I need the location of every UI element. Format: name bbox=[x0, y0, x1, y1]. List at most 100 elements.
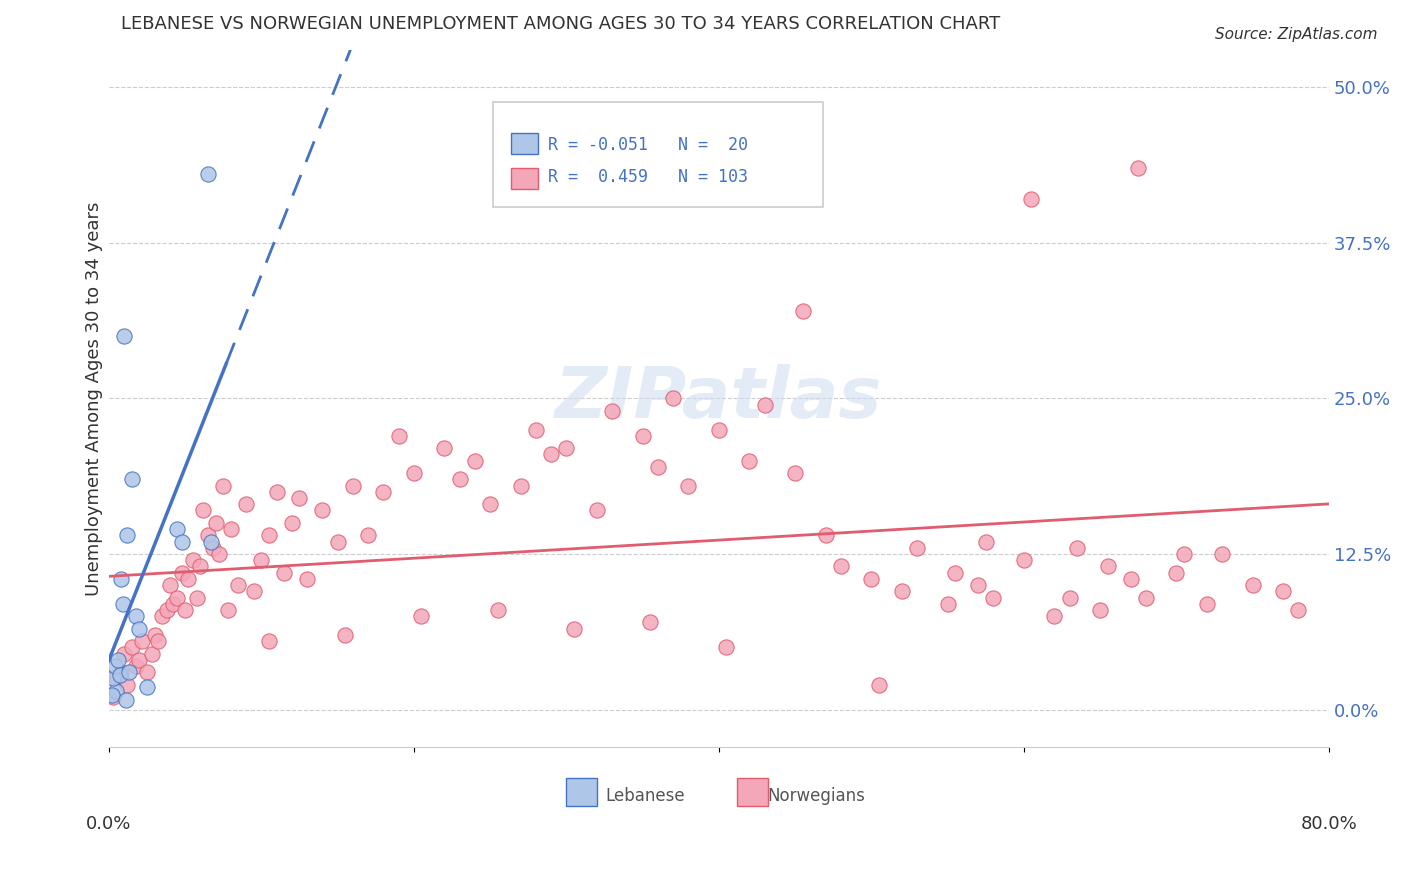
Point bbox=[166, 591, 188, 605]
Point bbox=[121, 472, 143, 486]
Point bbox=[103, 690, 125, 705]
Point bbox=[295, 572, 318, 586]
Point bbox=[150, 609, 173, 624]
Point bbox=[177, 572, 200, 586]
Point bbox=[128, 622, 150, 636]
Point bbox=[342, 478, 364, 492]
Point bbox=[1066, 541, 1088, 555]
Point bbox=[111, 597, 134, 611]
Point bbox=[108, 667, 131, 681]
Point bbox=[104, 659, 127, 673]
Point bbox=[219, 522, 242, 536]
Point bbox=[266, 484, 288, 499]
Point bbox=[257, 528, 280, 542]
Text: R =  0.459   N = 103: R = 0.459 N = 103 bbox=[548, 169, 748, 186]
Bar bbox=[567, 779, 596, 806]
Point bbox=[1088, 603, 1111, 617]
Text: R = -0.051   N =  20: R = -0.051 N = 20 bbox=[548, 136, 748, 153]
Point bbox=[188, 559, 211, 574]
Point bbox=[326, 534, 349, 549]
Point bbox=[162, 597, 184, 611]
Point bbox=[217, 603, 239, 617]
Point bbox=[716, 640, 738, 655]
Point bbox=[981, 591, 1004, 605]
Point bbox=[170, 534, 193, 549]
Point bbox=[228, 578, 250, 592]
Point bbox=[638, 615, 661, 630]
Point bbox=[1211, 547, 1233, 561]
Point bbox=[1173, 547, 1195, 561]
Point bbox=[166, 522, 188, 536]
Point bbox=[114, 692, 136, 706]
Point bbox=[1135, 591, 1157, 605]
Point bbox=[136, 680, 159, 694]
Point bbox=[288, 491, 311, 505]
Point bbox=[201, 541, 224, 555]
Point bbox=[112, 647, 135, 661]
Point bbox=[1059, 591, 1081, 605]
Point bbox=[112, 329, 135, 343]
Point bbox=[540, 447, 562, 461]
Point bbox=[242, 584, 264, 599]
Point bbox=[402, 466, 425, 480]
Point bbox=[860, 572, 883, 586]
Point bbox=[105, 684, 128, 698]
Point bbox=[273, 566, 295, 580]
Point bbox=[181, 553, 204, 567]
Bar bbox=[512, 168, 538, 189]
Point bbox=[1166, 566, 1188, 580]
Point bbox=[1012, 553, 1035, 567]
Text: 80.0%: 80.0% bbox=[1301, 815, 1357, 833]
Point bbox=[159, 578, 181, 592]
Point bbox=[387, 428, 409, 442]
Point bbox=[118, 665, 141, 680]
Point bbox=[136, 665, 159, 680]
Point bbox=[783, 466, 806, 480]
Text: 0.0%: 0.0% bbox=[86, 815, 132, 833]
Point bbox=[250, 553, 273, 567]
Text: LEBANESE VS NORWEGIAN UNEMPLOYMENT AMONG AGES 30 TO 34 YEARS CORRELATION CHART: LEBANESE VS NORWEGIAN UNEMPLOYMENT AMONG… bbox=[121, 15, 1000, 33]
Point bbox=[486, 603, 509, 617]
Point bbox=[792, 304, 814, 318]
Point bbox=[1195, 597, 1218, 611]
Point bbox=[1097, 559, 1119, 574]
Point bbox=[200, 534, 222, 549]
Point bbox=[131, 634, 153, 648]
Point bbox=[235, 497, 257, 511]
Point bbox=[662, 392, 685, 406]
Point bbox=[212, 478, 235, 492]
Point bbox=[631, 428, 654, 442]
Point bbox=[156, 603, 179, 617]
Point bbox=[335, 628, 357, 642]
Point bbox=[890, 584, 912, 599]
Point bbox=[197, 167, 219, 181]
Point bbox=[555, 441, 578, 455]
Point bbox=[707, 423, 730, 437]
Point bbox=[146, 634, 169, 648]
Point bbox=[125, 659, 148, 673]
Point bbox=[115, 678, 138, 692]
Point bbox=[479, 497, 502, 511]
Point bbox=[193, 503, 215, 517]
Point bbox=[1286, 603, 1309, 617]
Point bbox=[943, 566, 966, 580]
Point bbox=[110, 572, 132, 586]
Point bbox=[1119, 572, 1142, 586]
Point bbox=[524, 423, 547, 437]
Point bbox=[464, 453, 486, 467]
Point bbox=[281, 516, 304, 530]
Point bbox=[868, 678, 890, 692]
Point bbox=[170, 566, 193, 580]
Point bbox=[357, 528, 380, 542]
Point bbox=[373, 484, 395, 499]
Point bbox=[125, 609, 148, 624]
Point bbox=[830, 559, 852, 574]
Point bbox=[647, 459, 669, 474]
Point bbox=[208, 547, 231, 561]
Text: Lebanese: Lebanese bbox=[606, 787, 686, 805]
Point bbox=[509, 478, 531, 492]
Point bbox=[143, 628, 166, 642]
Point bbox=[814, 528, 837, 542]
FancyBboxPatch shape bbox=[494, 102, 823, 207]
Point bbox=[197, 528, 219, 542]
